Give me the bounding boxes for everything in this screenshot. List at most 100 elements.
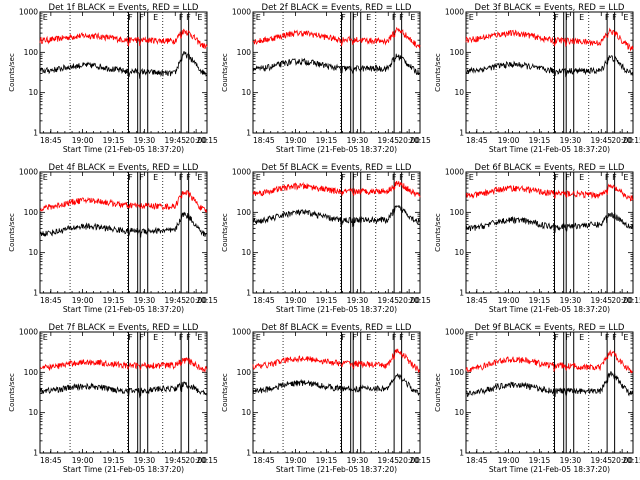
y-tick-label: 10: [28, 88, 38, 97]
x-tick-label: 20:15: [196, 456, 218, 465]
x-tick-label: 19:45: [377, 456, 399, 465]
detector-panel-8: Det 8f BLACK = Events, RED = LLD 1 10 100 10…: [221, 323, 431, 474]
x-tick-label: 19:15: [103, 296, 125, 305]
x-tick-label: 20:00: [398, 136, 420, 145]
state-flag-label: E: [623, 333, 628, 342]
detector-panel-2: Det 2f BLACK = Events, RED = LLD 1 10 100 10…: [221, 3, 431, 154]
x-tick-label: 19:00: [285, 456, 307, 465]
state-flag-label: F: [554, 173, 559, 182]
state-flag-label: F: [179, 173, 184, 182]
y-tick-label: 1000: [445, 8, 464, 17]
state-flag-label: E: [256, 333, 261, 342]
x-tick-label: 20:15: [622, 456, 640, 465]
y-axis-label: Counts/sec: [434, 53, 442, 92]
y-tick-label: 100: [237, 208, 252, 217]
x-axis-label: Start Time (21-Feb-05 18:37:20): [276, 145, 397, 154]
state-flag-label: E: [410, 333, 415, 342]
state-flag-label: E: [469, 13, 474, 22]
state-flag-label: F: [352, 333, 357, 342]
y-tick-label: 1000: [445, 328, 464, 337]
x-tick-label: 20:00: [185, 456, 207, 465]
state-interval-box: [341, 171, 352, 294]
y-tick-label: 100: [24, 368, 39, 377]
state-flag-label: E: [366, 173, 371, 182]
detector-panel-6: Det 6f BLACK = Events, RED = LLD 1 10 100 10…: [434, 163, 640, 314]
y-tick-label: 100: [450, 368, 465, 377]
x-axis-label: Start Time (21-Feb-05 18:37:20): [63, 465, 184, 474]
x-axis-label: Start Time (21-Feb-05 18:37:20): [489, 145, 610, 154]
state-interval-box: [393, 331, 403, 454]
x-tick-label: 20:00: [611, 136, 633, 145]
state-flag-label: F: [565, 13, 570, 22]
plot-frame: [465, 171, 634, 294]
x-axis-label: Start Time (21-Feb-05 18:37:20): [276, 305, 397, 314]
state-flag-label: F: [179, 333, 184, 342]
y-tick-label: 100: [450, 208, 465, 217]
state-flag-label: F: [341, 333, 346, 342]
state-flag-label: F: [554, 13, 559, 22]
state-flag-label: F: [605, 173, 610, 182]
y-tick-label: 10: [454, 408, 464, 417]
x-tick-label: 18:45: [253, 456, 275, 465]
panel-title: Det 6f BLACK = Events, RED = LLD: [475, 163, 625, 173]
y-axis-label: Counts/sec: [221, 373, 229, 412]
y-tick-label: 1: [459, 449, 464, 458]
x-tick-label: 19:30: [560, 456, 582, 465]
x-tick-label: 20:00: [611, 456, 633, 465]
state-interval-box: [554, 331, 565, 454]
y-tick-label: 100: [237, 48, 252, 57]
y-tick-label: 10: [454, 248, 464, 257]
x-tick-label: 19:45: [590, 136, 612, 145]
x-axis-label: Start Time (21-Feb-05 18:37:20): [276, 465, 397, 474]
series-lld-red: [252, 26, 421, 49]
series-lld-red: [39, 28, 208, 50]
x-tick-label: 20:15: [622, 296, 640, 305]
state-flag-label: F: [392, 173, 397, 182]
state-interval-box: [128, 331, 139, 454]
state-interval-box: [180, 171, 190, 294]
state-flag-label: F: [612, 333, 617, 342]
y-tick-label: 1: [33, 449, 38, 458]
x-tick-label: 19:45: [377, 296, 399, 305]
panel-title: Det 5f BLACK = Events, RED = LLD: [262, 163, 412, 173]
x-axis-label: Start Time (21-Feb-05 18:37:20): [63, 145, 184, 154]
plot-frame: [252, 331, 421, 454]
panel-title: Det 4f BLACK = Events, RED = LLD: [49, 163, 199, 173]
state-interval-box: [565, 171, 575, 294]
state-flag-label: E: [153, 333, 158, 342]
state-flag-label: F: [392, 13, 397, 22]
state-interval-box: [139, 331, 149, 454]
y-axis-label: Counts/sec: [434, 373, 442, 412]
series-lld-red: [465, 183, 634, 202]
state-interval-box: [180, 11, 190, 134]
x-tick-label: 19:00: [498, 296, 520, 305]
state-flag-label: E: [623, 13, 628, 22]
state-interval-box: [554, 171, 565, 294]
y-tick-label: 100: [24, 48, 39, 57]
x-tick-label: 19:30: [347, 136, 369, 145]
state-flag-label: E: [366, 333, 371, 342]
state-flag-label: E: [469, 333, 474, 342]
x-tick-label: 18:45: [40, 136, 62, 145]
y-axis-label: Counts/sec: [8, 213, 16, 252]
series-events-black: [252, 204, 421, 227]
x-tick-label: 20:15: [196, 296, 218, 305]
y-tick-label: 100: [237, 368, 252, 377]
state-flag-label: F: [186, 13, 191, 22]
y-tick-label: 10: [454, 88, 464, 97]
y-tick-label: 1000: [232, 168, 251, 177]
x-tick-label: 18:45: [466, 456, 488, 465]
series-lld-red: [252, 348, 421, 374]
detector-panel-3: Det 3f BLACK = Events, RED = LLD 1 10 100 10…: [434, 3, 640, 154]
x-axis-label: Start Time (21-Feb-05 18:37:20): [489, 305, 610, 314]
state-interval-box: [606, 171, 616, 294]
detector-panel-5: Det 5f BLACK = Events, RED = LLD 1 10 100 10…: [221, 163, 431, 314]
x-tick-label: 19:15: [316, 296, 338, 305]
x-tick-label: 20:00: [611, 296, 633, 305]
state-interval-box: [341, 331, 352, 454]
series-events-black: [39, 51, 208, 79]
state-flag-label: F: [392, 333, 397, 342]
panel-title: Det 9f BLACK = Events, RED = LLD: [475, 323, 625, 333]
state-flag-label: E: [410, 173, 415, 182]
